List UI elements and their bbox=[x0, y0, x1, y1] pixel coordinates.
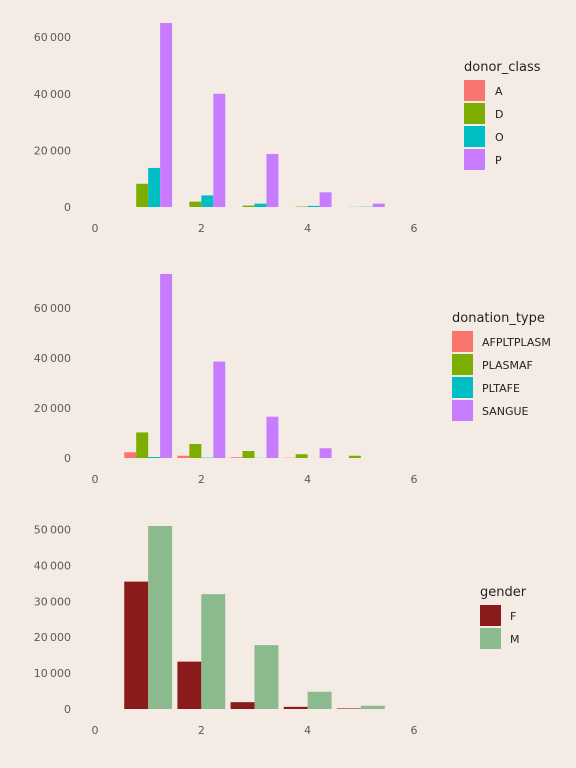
x-tick-label: 6 bbox=[411, 222, 418, 235]
legend-label: D bbox=[495, 108, 503, 121]
legend-label: F bbox=[510, 610, 516, 623]
x-tick-label: 6 bbox=[411, 473, 418, 486]
y-tick-label: 0 bbox=[64, 703, 71, 716]
bar-0-o-2 bbox=[201, 195, 214, 207]
bar-0-o-4 bbox=[307, 205, 320, 207]
y-tick-label: 50 000 bbox=[34, 524, 71, 537]
bar-0-p-3 bbox=[266, 154, 279, 207]
bar-2-m-1 bbox=[148, 526, 173, 709]
bar-0-p-1 bbox=[160, 23, 173, 207]
y-tick-label: 20 000 bbox=[34, 144, 71, 157]
x-tick-label: 2 bbox=[198, 724, 205, 737]
legend-key-m bbox=[480, 628, 501, 649]
y-tick-label: 60 000 bbox=[34, 31, 71, 44]
bar-1-afpltplasm-3 bbox=[230, 457, 243, 458]
bar-2-f-3 bbox=[230, 702, 255, 709]
legend-label: O bbox=[495, 131, 504, 144]
bar-1-plasmaf-5 bbox=[348, 455, 361, 458]
legend-label: PLTAFE bbox=[482, 382, 520, 395]
bar-2-f-2 bbox=[177, 661, 202, 709]
y-tick-label: 30 000 bbox=[34, 595, 71, 608]
legend-label: M bbox=[510, 633, 520, 646]
bar-2-f-1 bbox=[124, 581, 149, 709]
legend-key-pltafe bbox=[452, 377, 473, 398]
y-tick-label: 40 000 bbox=[34, 88, 71, 101]
legend-key-o bbox=[464, 126, 485, 147]
legend-label: P bbox=[495, 154, 502, 167]
bar-0-d-3 bbox=[242, 205, 255, 207]
bar-2-f-5 bbox=[336, 708, 361, 709]
bar-0-p-2 bbox=[213, 93, 226, 207]
legend-title: gender bbox=[480, 585, 527, 600]
y-tick-label: 40 000 bbox=[34, 352, 71, 365]
bar-0-p-5 bbox=[372, 203, 385, 207]
bar-1-sangue-4 bbox=[319, 448, 332, 458]
bar-1-sangue-2 bbox=[213, 361, 226, 458]
bar-1-plasmaf-3 bbox=[242, 450, 255, 458]
bar-2-m-2 bbox=[201, 594, 226, 709]
bar-1-sangue-3 bbox=[266, 416, 279, 458]
bar-1-plasmaf-4 bbox=[295, 454, 308, 458]
bar-0-p-4 bbox=[319, 192, 332, 207]
legend-key-plasmaf bbox=[452, 354, 473, 375]
bar-2-m-5 bbox=[360, 705, 385, 709]
bar-0-d-1 bbox=[136, 183, 149, 207]
legend-key-d bbox=[464, 103, 485, 124]
legend-key-a bbox=[464, 80, 485, 101]
legend-key-p bbox=[464, 149, 485, 170]
bar-0-o-3 bbox=[254, 203, 267, 207]
x-tick-label: 4 bbox=[304, 473, 311, 486]
x-tick-label: 0 bbox=[92, 222, 99, 235]
x-tick-label: 2 bbox=[198, 473, 205, 486]
x-tick-label: 4 bbox=[304, 724, 311, 737]
bar-2-m-4 bbox=[307, 691, 332, 709]
bar-1-sangue-1 bbox=[160, 274, 173, 458]
y-tick-label: 0 bbox=[64, 452, 71, 465]
y-tick-label: 10 000 bbox=[34, 667, 71, 680]
bar-1-afpltplasm-1 bbox=[124, 452, 137, 458]
y-tick-label: 20 000 bbox=[34, 631, 71, 644]
bar-1-afpltplasm-2 bbox=[177, 455, 190, 458]
x-tick-label: 0 bbox=[92, 724, 99, 737]
x-tick-label: 4 bbox=[304, 222, 311, 235]
bar-1-plasmaf-2 bbox=[189, 443, 202, 458]
legend-label: AFPLTPLASM bbox=[482, 336, 551, 349]
bar-1-plasmaf-1 bbox=[136, 432, 149, 458]
x-tick-label: 2 bbox=[198, 222, 205, 235]
y-tick-label: 40 000 bbox=[34, 559, 71, 572]
bar-2-m-3 bbox=[254, 645, 279, 709]
bar-2-f-4 bbox=[283, 706, 308, 709]
y-tick-label: 60 000 bbox=[34, 302, 71, 315]
legend-key-f bbox=[480, 605, 501, 626]
y-tick-label: 0 bbox=[64, 201, 71, 214]
legend-title: donation_type bbox=[452, 311, 545, 326]
legend-key-afpltplasm bbox=[452, 331, 473, 352]
y-tick-label: 20 000 bbox=[34, 402, 71, 415]
bar-1-pltafe-1 bbox=[148, 456, 161, 458]
legend-label: SANGUE bbox=[482, 405, 529, 418]
legend-label: PLASMAF bbox=[482, 359, 533, 372]
bar-0-d-2 bbox=[189, 201, 202, 207]
x-tick-label: 6 bbox=[411, 724, 418, 737]
legend-label: A bbox=[495, 85, 503, 98]
legend-title: donor_class bbox=[464, 60, 541, 75]
bar-0-o-1 bbox=[148, 167, 161, 207]
legend-key-sangue bbox=[452, 400, 473, 421]
x-tick-label: 0 bbox=[92, 473, 99, 486]
